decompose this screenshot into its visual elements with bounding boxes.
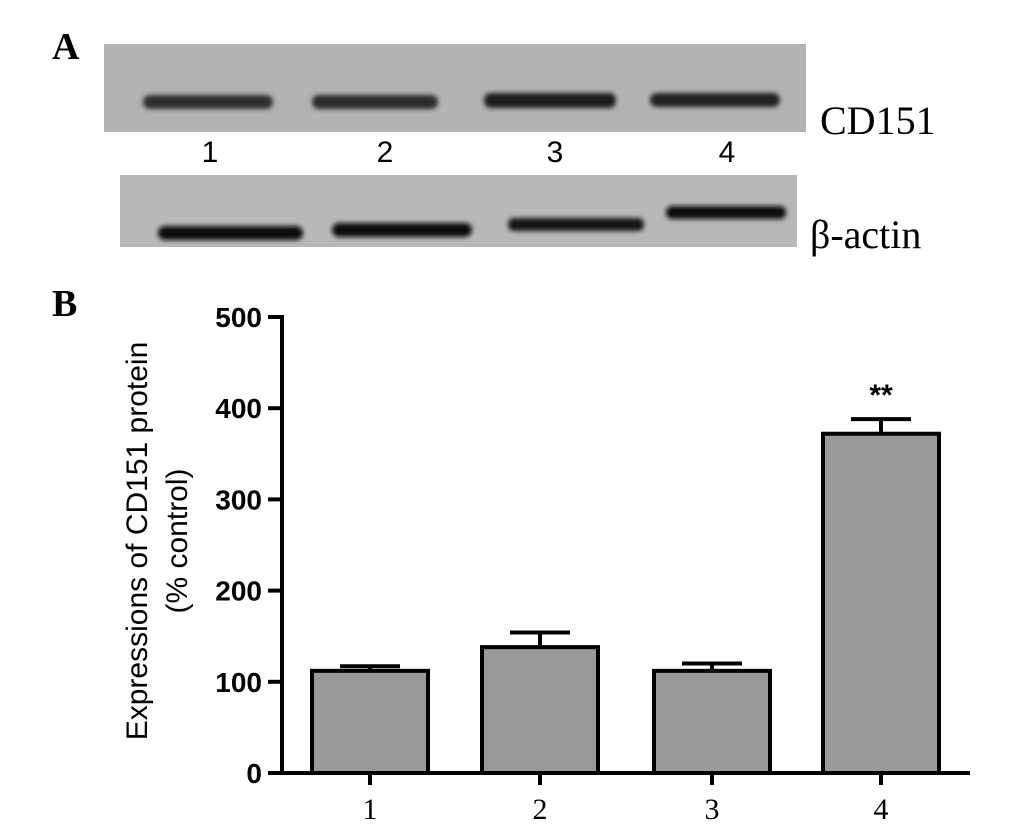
y-tick-label: 100 — [215, 667, 262, 698]
x-tick-label-1: 1 — [363, 793, 378, 826]
x-tick-label-2: 2 — [533, 793, 548, 826]
cd151-band-lane-1 — [143, 95, 273, 109]
actin-band-lane-3 — [508, 218, 644, 231]
lane-label-1: 1 — [202, 136, 219, 169]
lane-label-3: 3 — [547, 136, 564, 169]
y-axis-title: Expressions of CD151 protein (% control) — [121, 342, 194, 741]
cd151-blot-membrane — [104, 44, 806, 132]
bar-2 — [480, 645, 600, 775]
actin-band-lane-2 — [332, 223, 472, 237]
cd151-band-lane-4 — [650, 93, 780, 107]
x-tick-label-4: 4 — [874, 793, 889, 826]
significance-marker: ** — [869, 379, 893, 412]
x-axis: 1 2 3 4 — [280, 771, 970, 826]
lane-label-4: 4 — [719, 136, 736, 169]
cd151-bands — [143, 93, 780, 109]
y-axis-title-line-2: (% control) — [161, 468, 194, 613]
actin-band-lane-4 — [666, 206, 786, 219]
lane-label-2: 2 — [377, 136, 394, 169]
actin-bands — [158, 206, 786, 240]
bar-3 — [652, 668, 772, 776]
y-tick-label: 0 — [246, 758, 262, 789]
y-axis: 0 100 200 300 400 500 — [215, 302, 284, 789]
actin-band-lane-1 — [158, 226, 303, 240]
bar-chart: Expressions of CD151 protein (% control)… — [121, 302, 970, 826]
y-tick-label: 500 — [215, 302, 262, 333]
y-tick-label: 300 — [215, 484, 262, 515]
blot-lane-labels: 1 2 3 4 — [202, 136, 736, 169]
cd151-label: CD151 — [820, 98, 936, 143]
bar-1 — [310, 668, 430, 776]
western-blot-panel: CD151 1 2 3 4 β-actin — [104, 44, 936, 257]
cd151-band-lane-3 — [484, 93, 616, 108]
cd151-band-lane-2 — [312, 95, 438, 109]
bars-group: ** — [310, 379, 941, 776]
y-tick-label: 400 — [215, 393, 262, 424]
bar-4 — [821, 431, 941, 775]
panel-b-label: B — [52, 283, 78, 325]
panel-a-label: A — [52, 26, 80, 68]
x-tick-label-3: 3 — [705, 793, 720, 826]
y-axis-title-line-1: Expressions of CD151 protein — [121, 342, 154, 741]
y-tick-label: 200 — [215, 576, 262, 607]
actin-label: β-actin — [810, 212, 921, 257]
